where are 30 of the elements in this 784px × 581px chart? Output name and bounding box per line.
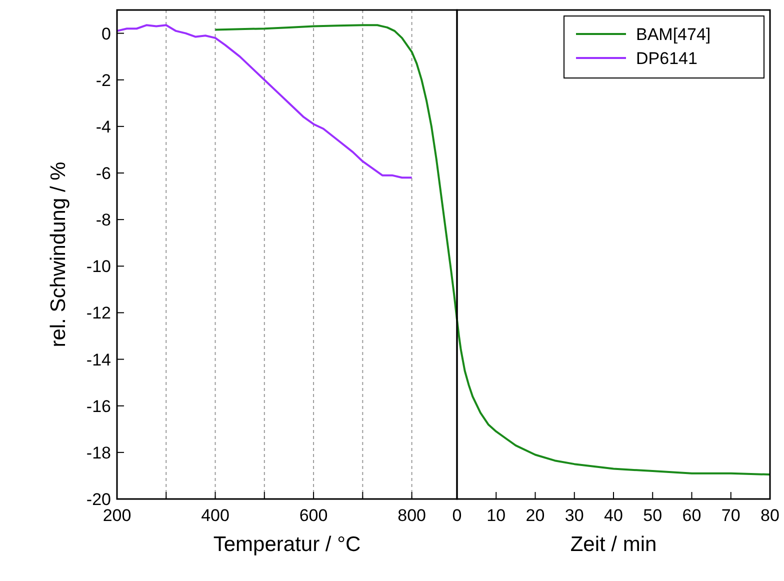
y-tick-label: -12: [86, 304, 111, 323]
x-tick-label: 600: [299, 506, 328, 525]
x-tick-label: 30: [564, 506, 584, 525]
y-tick-label: -6: [96, 164, 111, 183]
x-tick-label: 0: [452, 506, 462, 525]
y-tick-label: -2: [96, 70, 111, 90]
x-tick-label: 10: [486, 506, 506, 525]
x-tick-label: 60: [682, 506, 702, 525]
line-series: [116, 24, 413, 179]
x-tick-label: 50: [643, 506, 662, 525]
y-tick-label: -16: [86, 396, 111, 416]
x-axis-title: Temperatur / °C: [213, 533, 361, 556]
y-tick-label: -8: [96, 210, 111, 230]
x-tick-label: 200: [102, 506, 132, 525]
y-axis-title: rel. Schwindung / %: [47, 162, 70, 348]
x-tick-label: 80: [760, 506, 780, 525]
y-tick-label: -18: [86, 443, 111, 462]
y-tick-label: -14: [86, 350, 111, 370]
x-tick-label: 800: [398, 506, 426, 525]
y-tick-label: -4: [96, 117, 111, 136]
x-tick-label: 70: [721, 506, 740, 525]
legend-label: BAM[474]: [636, 25, 711, 44]
y-tick-label: -20: [86, 490, 111, 509]
x-tick-label: 400: [201, 506, 230, 525]
y-tick-label: -10: [86, 257, 111, 276]
y-tick-label: 0: [102, 24, 111, 44]
x-tick-label: 40: [604, 506, 623, 525]
x-axis-title: Zeit / min: [570, 533, 657, 556]
legend-label: DP6141: [636, 49, 698, 68]
x-tick-label: 20: [526, 506, 545, 525]
